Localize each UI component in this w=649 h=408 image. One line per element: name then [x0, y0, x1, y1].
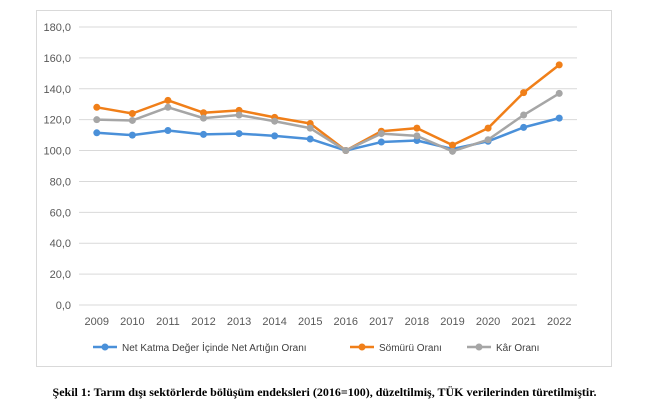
series-line — [96, 63, 560, 152]
y-tick-label: 80,0 — [50, 176, 71, 188]
data-point — [520, 111, 528, 119]
x-tick-label: 2009 — [85, 316, 109, 328]
line-chart: 0,0 20,0 40,0 60,0 80,0 100,0 120,0 140,0 160,0 1… — [43, 22, 577, 354]
data-point — [342, 147, 350, 155]
data-point — [306, 135, 314, 143]
data-point — [377, 130, 385, 138]
data-point — [93, 116, 101, 124]
data-point — [164, 126, 172, 134]
series-1 — [93, 114, 563, 155]
legend: Net Katma Değer İçinde Net Artığın Oranı… — [93, 341, 539, 354]
x-tick-label: 2012 — [191, 316, 215, 328]
legend-item: Kâr Oranı — [467, 343, 539, 354]
y-tick-label: 100,0 — [43, 146, 71, 158]
data-point — [200, 114, 207, 122]
legend-item: Sömürü Oranı — [350, 343, 442, 354]
data-point — [128, 109, 136, 117]
legend-item: Net Katma Değer İçinde Net Artığın Oranı — [93, 341, 307, 354]
legend-label: Kâr Oranı — [496, 343, 539, 354]
y-axis-ticks: 0,0 20,0 40,0 60,0 80,0 100,0 120,0 140,0 160,0 1… — [43, 22, 71, 312]
x-axis-ticks: 2009 2010 2011 2012 2013 2014 2015 2016 2017 2018… — [85, 316, 572, 328]
data-point — [93, 129, 101, 137]
data-point — [413, 124, 421, 132]
x-tick-label: 2021 — [511, 316, 535, 328]
data-point — [164, 96, 172, 104]
data-point — [93, 103, 101, 111]
data-point — [235, 130, 243, 138]
data-point — [555, 61, 563, 69]
y-tick-label: 160,0 — [43, 53, 71, 65]
x-tick-label: 2022 — [547, 316, 571, 328]
y-tick-label: 140,0 — [43, 84, 71, 96]
y-tick-label: 20,0 — [50, 269, 71, 281]
data-point — [520, 89, 528, 97]
data-point — [128, 116, 136, 124]
data-point — [377, 138, 385, 146]
data-point — [449, 141, 456, 149]
series-line — [96, 92, 560, 153]
x-tick-label: 2018 — [405, 316, 429, 328]
data-point — [484, 136, 492, 144]
y-tick-label: 0,0 — [56, 300, 71, 312]
data-point — [520, 123, 528, 131]
data-point — [128, 131, 136, 139]
gridlines — [79, 26, 577, 306]
x-tick-label: 2015 — [298, 316, 322, 328]
legend-swatch-marker — [475, 343, 483, 351]
data-point — [449, 147, 456, 155]
chart-frame: 0,0 20,0 40,0 60,0 80,0 100,0 120,0 140,0 160,0 1… — [36, 10, 612, 367]
x-tick-label: 2013 — [227, 316, 251, 328]
series-lines — [93, 61, 563, 155]
x-tick-label: 2019 — [440, 316, 464, 328]
data-point — [235, 111, 243, 119]
data-point — [200, 109, 207, 117]
figure-caption: Şekil 1: Tarım dışı sektörlerde bölüşüm … — [52, 385, 597, 399]
data-point — [271, 117, 279, 125]
legend-label: Net Katma Değer İçinde Net Artığın Oranı — [122, 341, 307, 354]
legend-swatch-marker — [101, 343, 109, 351]
data-point — [484, 124, 492, 132]
data-point — [164, 103, 172, 111]
x-tick-label: 2017 — [369, 316, 393, 328]
y-tick-label: 40,0 — [50, 238, 71, 250]
x-tick-label: 2011 — [156, 316, 180, 328]
x-tick-label: 2014 — [262, 316, 286, 328]
x-tick-label: 2020 — [476, 316, 500, 328]
series-line — [96, 116, 560, 152]
y-tick-label: 120,0 — [43, 115, 71, 127]
series-3 — [93, 89, 563, 155]
y-tick-label: 60,0 — [50, 207, 71, 219]
x-tick-label: 2016 — [334, 316, 358, 328]
y-tick-label: 180,0 — [43, 22, 71, 34]
legend-swatch-marker — [358, 343, 366, 351]
data-point — [271, 132, 279, 140]
data-point — [555, 89, 563, 97]
data-point — [306, 124, 314, 132]
x-tick-label: 2010 — [120, 316, 144, 328]
data-point — [413, 132, 421, 140]
data-point — [200, 130, 207, 138]
data-point — [555, 114, 563, 122]
legend-label: Sömürü Oranı — [379, 343, 442, 354]
